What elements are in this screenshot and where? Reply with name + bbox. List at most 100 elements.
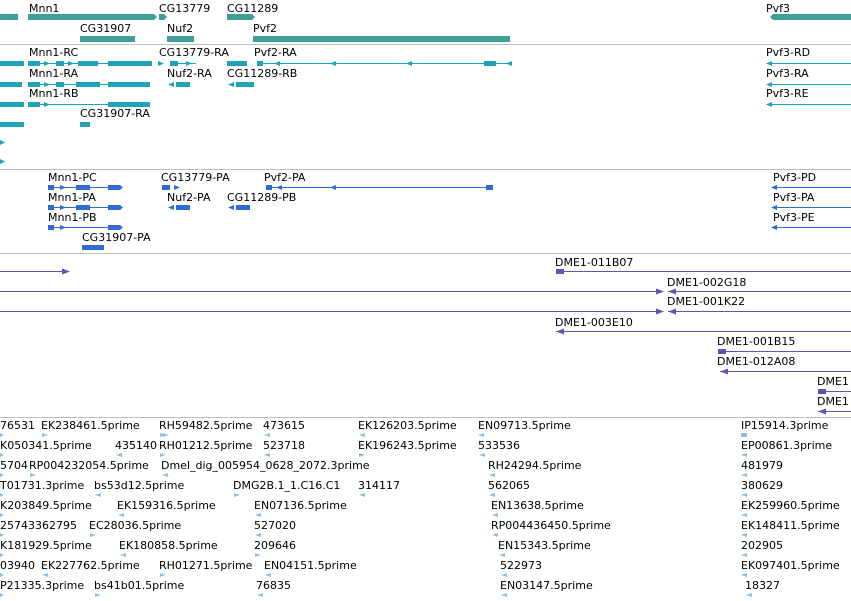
est-label[interactable]: EC28036.5prime [89, 519, 182, 532]
est-label[interactable]: RP004232054.5prime [29, 459, 149, 472]
est-label[interactable]: 523718 [263, 439, 305, 452]
est-label[interactable]: 481979 [741, 459, 783, 472]
est-label[interactable]: 202905 [741, 539, 783, 552]
est-label[interactable]: 76531 [0, 419, 35, 432]
est-label[interactable]: EN03147.5prime [500, 579, 593, 592]
est-label[interactable]: EK148411.5prime [741, 519, 840, 532]
transcript-label[interactable]: Pvf3-RE [766, 87, 809, 100]
protein-label[interactable]: CG11289-PB [227, 191, 297, 204]
protein-label[interactable]: Pvf3-PD [773, 171, 817, 184]
est-label[interactable]: EN13638.5prime [491, 499, 584, 512]
est-label[interactable]: EK159316.5prime [117, 499, 216, 512]
protein-exon[interactable] [266, 185, 272, 190]
clone-label[interactable]: DME1-012A08 [717, 355, 796, 368]
protein-exon[interactable] [176, 205, 190, 210]
est-label[interactable]: EK126203.5prime [358, 419, 457, 432]
est-label[interactable]: bs41b01.5prime [94, 579, 185, 592]
transcript-label[interactable]: Mnn1-RB [29, 87, 79, 100]
est-label[interactable]: 435140 [115, 439, 157, 452]
transcript-bar[interactable] [0, 82, 22, 87]
protein-label[interactable]: Pvf2-PA [264, 171, 306, 184]
protein-exon[interactable] [48, 205, 54, 210]
protein-label[interactable]: Pvf3-PE [773, 211, 815, 224]
gene-bar[interactable] [80, 36, 135, 42]
transcript-label[interactable]: Mnn1-RA [29, 67, 79, 80]
est-label[interactable]: 18327 [745, 579, 780, 592]
est-label[interactable]: EK097401.5prime [741, 559, 840, 572]
clone-label[interactable]: DME1 [817, 375, 849, 388]
est-label[interactable]: bs53d12.5prime [94, 479, 185, 492]
gene-label[interactable]: Mnn1 [29, 2, 60, 15]
transcript-bar[interactable] [0, 159, 5, 164]
gene-bar[interactable] [0, 14, 18, 20]
gene-label[interactable]: CG11289 [227, 2, 279, 15]
transcript-label[interactable]: CG31907-RA [80, 107, 150, 120]
est-label[interactable]: 314117 [358, 479, 400, 492]
protein-exon[interactable] [162, 185, 170, 190]
protein-label[interactable]: CG13779-PA [161, 171, 230, 184]
est-label[interactable]: K050341.5prime [0, 439, 92, 452]
est-label[interactable]: EN04151.5prime [264, 559, 357, 572]
protein-exon[interactable] [48, 225, 54, 230]
est-label[interactable]: EN15343.5prime [498, 539, 591, 552]
est-label[interactable]: RH59482.5prime [159, 419, 253, 432]
transcript-label[interactable]: Pvf2-RA [254, 46, 297, 59]
est-label[interactable]: T01731.3prime [0, 479, 85, 492]
protein-exon[interactable] [236, 205, 250, 210]
transcript-label[interactable]: Pvf3-RA [766, 67, 809, 80]
transcript-label[interactable]: Pvf3-RD [766, 46, 811, 59]
transcript-label[interactable]: Mnn1-RC [29, 46, 79, 59]
est-label[interactable]: RH24294.5prime [488, 459, 582, 472]
clone-label[interactable]: DME1-002G18 [667, 276, 747, 289]
est-label[interactable]: DMG2B.1_1.C16.C1 [233, 479, 341, 492]
transcript-bar[interactable] [0, 61, 24, 66]
est-label[interactable]: 5704 [0, 459, 28, 472]
transcript-label[interactable]: CG13779-RA [159, 46, 229, 59]
protein-label[interactable]: Mnn1-PA [48, 191, 96, 204]
est-label[interactable]: K203849.5prime [0, 499, 92, 512]
est-label[interactable]: EN09713.5prime [478, 419, 571, 432]
est-label[interactable]: EP00861.3prime [741, 439, 833, 452]
est-label[interactable]: RH01271.5prime [159, 559, 253, 572]
transcript-bar[interactable] [0, 140, 5, 145]
est-label[interactable]: EK180858.5prime [119, 539, 218, 552]
protein-label[interactable]: Nuf2-PA [167, 191, 211, 204]
est-label[interactable]: EK238461.5prime [41, 419, 140, 432]
clone-label[interactable]: DME1-001K22 [667, 295, 746, 308]
protein-label[interactable]: Mnn1-PC [48, 171, 97, 184]
est-label[interactable]: K181929.5prime [0, 539, 92, 552]
gene-bar[interactable] [227, 14, 255, 20]
est-label[interactable]: IP15914.3prime [741, 419, 829, 432]
est-label[interactable]: 03940 [0, 559, 35, 572]
gene-bar[interactable] [28, 14, 157, 20]
est-label[interactable]: EN07136.5prime [254, 499, 347, 512]
est-label[interactable]: 209646 [254, 539, 296, 552]
clone-label[interactable]: DME1-001B15 [717, 335, 796, 348]
gene-bar[interactable] [159, 14, 167, 20]
est-label[interactable]: 527020 [254, 519, 296, 532]
est-label[interactable]: 380629 [741, 479, 783, 492]
est-label[interactable]: 533536 [478, 439, 520, 452]
transcript-label[interactable]: CG11289-RB [227, 67, 298, 80]
transcript-bar[interactable] [0, 102, 24, 107]
est-label[interactable]: Dmel_dig_005954_0628_2072.3prime [161, 459, 370, 472]
gene-bar[interactable] [770, 14, 851, 20]
protein-label[interactable]: Pvf3-PA [773, 191, 815, 204]
clone-label[interactable]: DME1-011B07 [555, 256, 634, 269]
est-label[interactable]: 473615 [263, 419, 305, 432]
gene-label[interactable]: CG13779 [159, 2, 211, 15]
est-label[interactable]: 522973 [500, 559, 542, 572]
est-label[interactable]: 25743362795 [0, 519, 77, 532]
est-label[interactable]: P21335.3prime [0, 579, 85, 592]
est-label[interactable]: RP004436450.5prime [491, 519, 611, 532]
protein-label[interactable]: CG31907-PA [82, 231, 151, 244]
protein-exon[interactable] [82, 245, 104, 250]
clone-label[interactable]: DME1 [817, 395, 849, 408]
est-label[interactable]: EK196243.5prime [358, 439, 457, 452]
gene-label[interactable]: Pvf2 [253, 22, 278, 35]
clone-label[interactable]: DME1-003E10 [555, 316, 633, 329]
gene-label[interactable]: Pvf3 [766, 2, 791, 15]
est-label[interactable]: RH01212.5prime [159, 439, 253, 452]
gene-bar[interactable] [167, 36, 194, 42]
est-label[interactable]: EK259960.5prime [741, 499, 840, 512]
